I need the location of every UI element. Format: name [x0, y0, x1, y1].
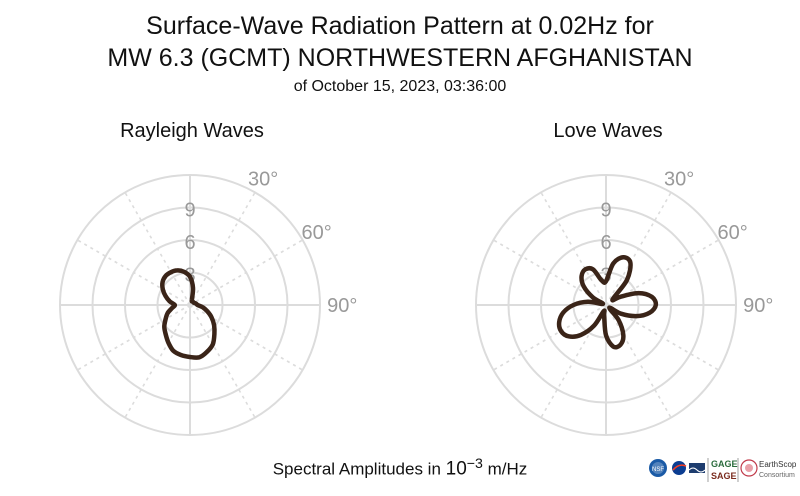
- radial-tick-label: 6: [184, 232, 195, 254]
- chart-subtitle-date: of October 15, 2023, 03:36:00: [293, 78, 507, 95]
- angular-grid-spoke: [540, 192, 607, 306]
- angle-tick-label: 60°: [302, 222, 332, 244]
- radial-tick-label: 9: [184, 200, 195, 222]
- rayleigh-radiation-curve: [160, 268, 217, 360]
- angular-grid-spoke: [605, 304, 672, 418]
- nasa-logo: [672, 461, 687, 475]
- angle-tick-label: 30°: [664, 168, 694, 190]
- angular-grid-spoke: [124, 304, 191, 418]
- angular-grid-spoke: [189, 192, 256, 306]
- angle-tick-label: 90°: [743, 295, 773, 317]
- amplitude-units-caption: Spectral Amplitudes in 10−3 m/Hz: [0, 456, 800, 481]
- nsf-logo: NSF: [649, 459, 667, 477]
- usgs-logo: [688, 463, 706, 473]
- love-plot-title: Love Waves: [553, 120, 663, 142]
- radial-tick-label: 6: [600, 232, 611, 254]
- chart-title-event: MW 6.3 (GCMT) NORTHWESTERN AFGHANISTAN: [107, 44, 693, 72]
- sponsor-logos: NSF GAGE SAGE EarthScope Consortium: [649, 458, 796, 482]
- earthscope-logo: [740, 459, 758, 477]
- angle-tick-label: 60°: [718, 222, 748, 244]
- angular-grid-spoke: [605, 192, 672, 306]
- caption-unit-exponent: −3: [466, 456, 483, 472]
- love-radiation-curve: [556, 254, 659, 350]
- gage-logo-text: GAGE: [711, 459, 738, 469]
- angular-grid-spoke: [189, 304, 256, 418]
- angular-grid-spoke: [189, 304, 303, 371]
- rayleigh-plot-title: Rayleigh Waves: [120, 120, 264, 142]
- sage-logo-text: SAGE: [711, 471, 737, 481]
- earthscope-logo-text: EarthScope: [759, 460, 796, 469]
- caption-unit-base: 10: [445, 458, 467, 480]
- angular-grid-spoke: [77, 304, 191, 371]
- angular-grid-spoke: [189, 239, 303, 306]
- consortium-logo-text: Consortium: [759, 472, 795, 479]
- angular-grid-spoke: [77, 239, 191, 306]
- angle-tick-label: 30°: [248, 168, 278, 190]
- caption-prefix: Spectral Amplitudes in: [272, 459, 446, 479]
- angle-tick-label: 90°: [327, 295, 357, 317]
- angular-grid-spoke: [493, 304, 607, 371]
- angular-grid-spoke: [124, 192, 191, 306]
- nsf-logo-text: NSF: [652, 467, 664, 473]
- radial-tick-label: 9: [600, 200, 611, 222]
- chart-title: Surface-Wave Radiation Pattern at 0.02Hz…: [146, 12, 654, 40]
- caption-unit-suffix: m/Hz: [482, 459, 528, 479]
